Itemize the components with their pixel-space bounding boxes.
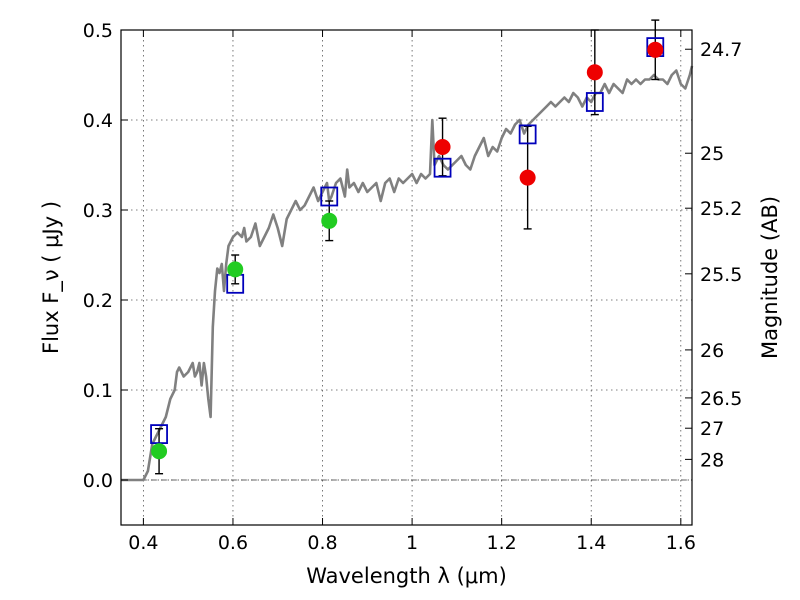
magnitude-tick-label: 25.2 <box>700 198 742 220</box>
x-tick-label: 0.6 <box>218 532 248 554</box>
magnitude-tick-label: 26 <box>700 340 724 362</box>
model-flux-square <box>320 186 339 207</box>
magnitude-tick-label: 26.5 <box>700 388 742 410</box>
magnitude-axis-label: Magnitude (AB) <box>758 196 782 359</box>
plot-series <box>121 19 694 482</box>
y-tick-label: 0.4 <box>83 110 113 132</box>
observed-flux-point <box>321 212 338 229</box>
x-axis-label: Wavelength λ (μm) <box>306 564 507 588</box>
magnitude-tick-label: 25 <box>700 143 724 165</box>
y-axis-label: Flux F_ν ( μJy ) <box>39 201 64 354</box>
model-flux-square <box>518 124 537 145</box>
observed-flux-point <box>434 139 451 155</box>
plot-frame <box>120 29 693 526</box>
magnitude-tick-label: 25.5 <box>700 264 742 286</box>
y-tick-label: 0.1 <box>83 380 113 402</box>
observed-flux-point <box>586 64 603 81</box>
spectrum-line <box>121 65 694 482</box>
y-tick-label: 0.2 <box>83 290 113 312</box>
x-tick-label: 0.8 <box>307 532 337 554</box>
x-tick-label: 1.4 <box>576 532 606 554</box>
axis-ticks: 0.4 0.6 0.8 1 1.2 1.4 1.6 0.0 0.1 0.2 0.3 0.4 0.5 24.… <box>83 20 743 554</box>
observed-flux-point <box>519 169 536 186</box>
x-tick-label: 1 <box>406 532 418 554</box>
magnitude-tick-label: 28 <box>700 449 724 471</box>
grid-lines <box>121 29 692 525</box>
x-tick-label: 1.6 <box>666 532 696 554</box>
x-tick-label: 1.2 <box>487 532 517 554</box>
x-tick-label: 0.4 <box>128 532 158 554</box>
observed-flux-point <box>151 443 168 460</box>
y-tick-label: 0.5 <box>83 20 113 42</box>
y-tick-label: 0.3 <box>83 200 113 222</box>
observed-flux-point <box>647 41 664 58</box>
model-flux-square <box>433 157 452 178</box>
model-flux-square <box>150 424 168 445</box>
y-tick-label: 0.0 <box>83 470 113 492</box>
model-flux-square <box>585 92 604 112</box>
observed-flux-point <box>227 261 244 278</box>
magnitude-tick-label: 27 <box>700 418 724 440</box>
magnitude-tick-label: 24.7 <box>700 39 742 61</box>
